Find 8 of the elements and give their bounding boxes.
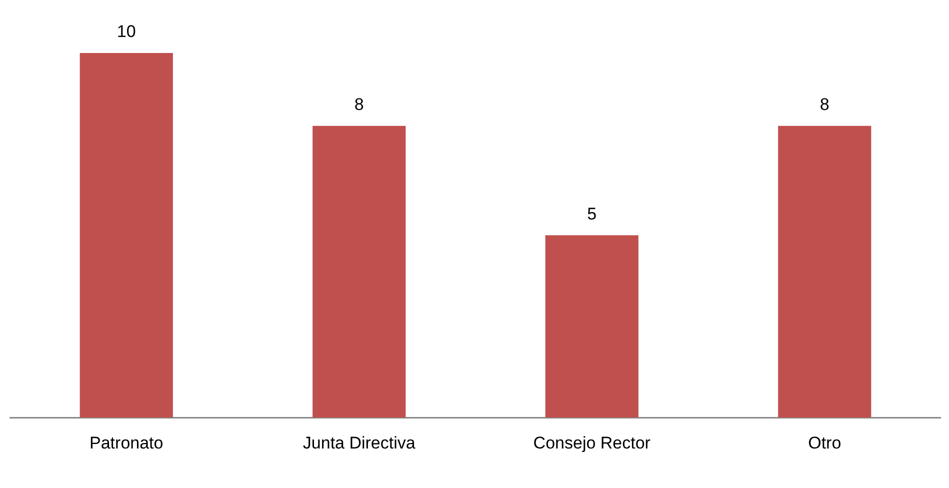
x-tick-label: Otro [808,433,842,452]
data-label: 5 [587,204,597,224]
data-label: 8 [354,95,364,114]
data-label: 8 [820,95,830,114]
x-tick-label: Junta Directiva [302,433,416,452]
data-label: 10 [116,22,136,42]
x-tick-label: Patronato [90,433,164,452]
x-tick-label: Consejo Rector [533,433,651,452]
